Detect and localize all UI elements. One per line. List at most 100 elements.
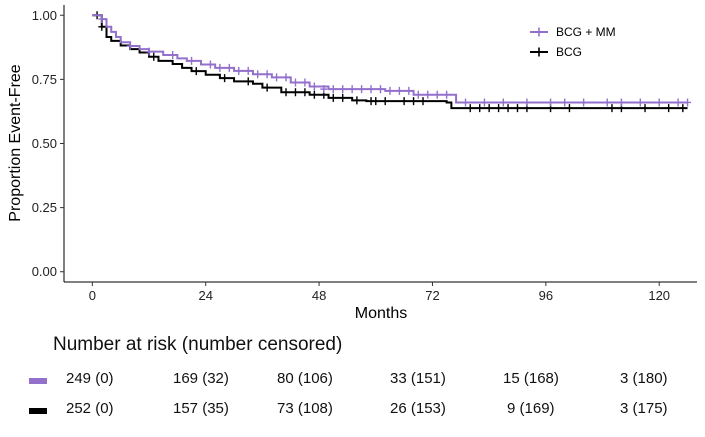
- censor-mark-bcg-mm: [282, 73, 290, 82]
- censor-mark-bcg: [466, 104, 474, 113]
- censor-mark-bcg: [329, 93, 337, 102]
- km-chart: 0.00 0.25 0.50 0.75 1.00 0 24 48 72 96 120 Propor…: [7, 5, 697, 322]
- censor-mark-bcg-mm: [310, 82, 318, 91]
- censor-mark-bcg-mm: [301, 78, 309, 87]
- risk-swatch-bcg: [29, 408, 47, 414]
- censor-mark-bcg-mm: [405, 86, 413, 95]
- censor-mark-bcg-mm: [273, 73, 281, 82]
- censor-mark-bcg-mm: [235, 66, 243, 75]
- censor-mark-bcg: [419, 97, 427, 106]
- censor-mark-bcg: [192, 67, 200, 76]
- legend-label-bcg-mm: BCG + MM: [556, 25, 616, 39]
- censor-mark-bcg: [339, 93, 347, 102]
- legend-marker-bcg-mm: [535, 27, 543, 37]
- censor-mark-bcg-mm: [561, 98, 569, 107]
- censor-mark-bcg: [513, 104, 521, 113]
- censor-mark-bcg-mm: [636, 98, 644, 107]
- censor-mark-bcg-mm: [547, 98, 555, 107]
- risk-cell: 3 (180): [620, 370, 668, 387]
- censor-mark-bcg-mm: [684, 98, 692, 107]
- censor-mark-bcg: [641, 104, 649, 113]
- legend-marker-bcg: [535, 47, 543, 57]
- risk-swatch-bcg-mm: [29, 378, 47, 384]
- x-axis: 0 24 48 72 96 120: [64, 281, 697, 303]
- censor-mark-bcg: [476, 104, 484, 113]
- censor-mark-bcg-mm: [254, 70, 262, 79]
- y-axis: 0.00 0.25 0.50 0.75 1.00: [32, 5, 65, 282]
- censor-mark-bcg-mm: [617, 98, 625, 107]
- censor-mark-bcg: [381, 97, 389, 106]
- censor-mark-bcg: [372, 97, 380, 106]
- risk-row-bcg: 252 (0) 157 (35) 73 (108) 26 (153) 9 (169) 3 …: [0, 400, 705, 420]
- censor-mark-bcg-mm: [499, 98, 507, 107]
- x-tick-label: 72: [425, 288, 439, 303]
- y-tick-label: 0.00: [32, 264, 57, 279]
- censor-mark-bcg: [410, 97, 418, 106]
- censor-mark-bcg-mm: [225, 63, 233, 72]
- risk-cell: 9 (169): [507, 400, 555, 417]
- censor-mark-bcg-mm: [263, 70, 271, 79]
- censor-mark-bcg-mm: [386, 86, 394, 95]
- censor-mark-bcg-mm: [414, 90, 422, 99]
- censor-mark-bcg: [665, 104, 673, 113]
- censor-mark-bcg-mm: [244, 66, 252, 75]
- censor-mark-bcg-mm: [580, 98, 588, 107]
- censor-mark-bcg-mm: [480, 98, 488, 107]
- censor-mark-bcg: [400, 97, 408, 106]
- censor-mark-bcg-mm: [126, 42, 134, 51]
- censor-mark-bcg-mm: [206, 60, 214, 69]
- y-tick-label: 0.75: [32, 72, 57, 87]
- censor-mark-bcg: [263, 83, 271, 92]
- x-tick-label: 120: [648, 288, 670, 303]
- risk-cell: 80 (106): [277, 370, 333, 387]
- risk-cell: 169 (32): [173, 370, 229, 387]
- censor-mark-bcg: [353, 96, 361, 105]
- censor-mark-bcg: [301, 88, 309, 97]
- censor-mark-bcg: [310, 90, 318, 99]
- risk-table-title: Number at risk (number censored): [53, 334, 343, 355]
- risk-cell: 252 (0): [66, 400, 114, 417]
- x-tick-label: 96: [539, 288, 553, 303]
- x-axis-title: Months: [355, 305, 407, 322]
- risk-cell: 3 (175): [620, 400, 668, 417]
- censor-mark-bcg-mm: [169, 51, 177, 60]
- censor-mark-bcg-mm: [329, 85, 337, 94]
- censor-mark-bcg: [150, 52, 158, 61]
- risk-cell: 73 (108): [277, 400, 333, 417]
- y-tick-label: 1.00: [32, 8, 57, 23]
- km-curve-bcg-mm: [92, 14, 688, 104]
- risk-cell: 15 (168): [503, 370, 559, 387]
- censor-mark-bcg: [679, 104, 687, 113]
- risk-cell: 26 (153): [390, 400, 446, 417]
- legend-label-bcg: BCG: [556, 45, 582, 59]
- censor-mark-bcg: [244, 77, 252, 86]
- censor-mark-bcg-mm: [358, 85, 366, 94]
- censor-mark-bcg: [504, 104, 512, 113]
- risk-cell: 33 (151): [390, 370, 446, 387]
- censor-mark-bcg-mm: [367, 85, 375, 94]
- risk-cell: 157 (35): [173, 400, 229, 417]
- censor-mark-bcg-mm: [145, 47, 153, 56]
- x-tick-label: 48: [312, 288, 326, 303]
- censor-mark-bcg-mm: [424, 90, 432, 99]
- y-tick-label: 0.25: [32, 200, 57, 215]
- censor-mark-bcg-mm: [523, 98, 531, 107]
- censor-mark-bcg: [608, 104, 616, 113]
- censor-mark-bcg: [291, 88, 299, 97]
- censor-mark-bcg-mm: [603, 98, 611, 107]
- censor-mark-bcg-mm: [98, 15, 106, 24]
- risk-row-bcg-mm: 249 (0) 169 (32) 80 (106) 33 (151) 15 (168) 3…: [0, 370, 705, 390]
- censor-mark-bcg: [282, 88, 290, 97]
- censor-mark-bcg-mm: [216, 63, 224, 72]
- censor-mark-bcg-mm: [377, 85, 384, 94]
- censor-mark-bcg: [98, 22, 106, 31]
- y-tick-label: 0.50: [32, 136, 57, 151]
- censor-mark-bcg-mm: [433, 90, 441, 99]
- x-tick-label: 24: [198, 288, 212, 303]
- censor-mark-bcg-mm: [395, 86, 403, 95]
- censor-mark-bcg-mm: [462, 98, 470, 107]
- legend: BCG + MM BCG: [530, 25, 616, 59]
- censor-mark-bcg: [485, 104, 493, 113]
- censor-mark-bcg-mm: [188, 56, 196, 65]
- risk-cell: 249 (0): [66, 370, 114, 387]
